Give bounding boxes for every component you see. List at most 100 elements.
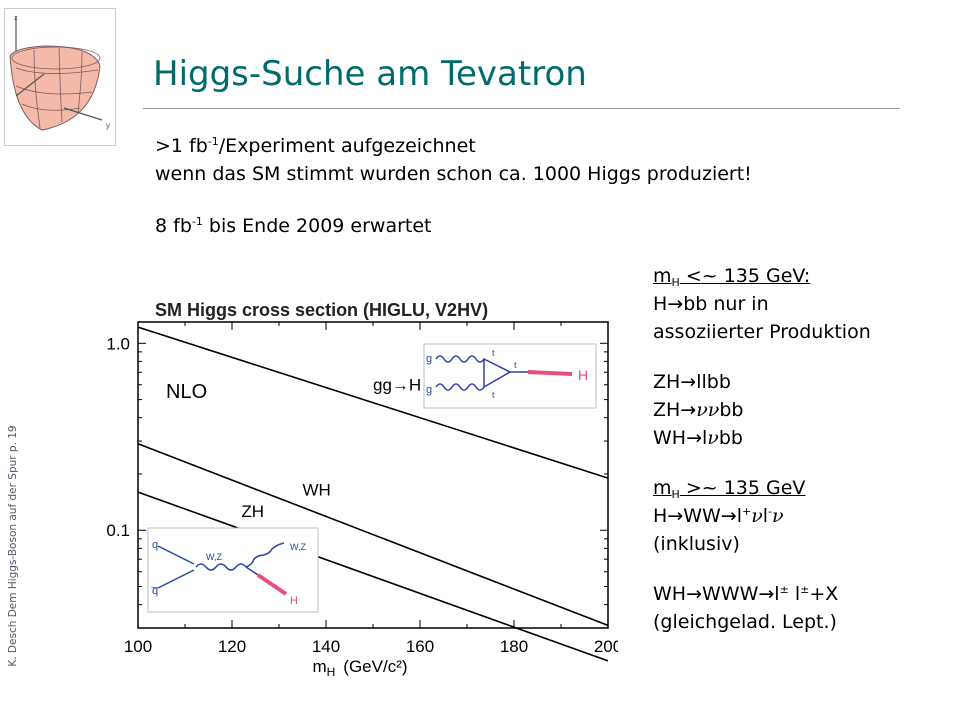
logo-rim [11, 46, 101, 70]
tick-layer: 100 120 140 160 180 200 1.0 0.1 [106, 322, 618, 656]
wh1-b: bb [718, 427, 743, 449]
inclusive-note: (inklusiv) [653, 533, 740, 555]
inset-gg-label-t1: t [492, 348, 495, 358]
series-wh [137, 443, 609, 627]
x-axis-label: mH (GeV/c²) [312, 657, 407, 679]
wh1-nu: ν [707, 427, 719, 449]
low-mass-line-1: H→bb nur in [653, 293, 769, 315]
intro-line-1-sup: -1 [207, 135, 219, 148]
slide-title: Higgs-Suche am Tevatron [153, 54, 587, 94]
channel-h-ww: H→WW→l+νl-ν [653, 502, 871, 530]
intro-line-2: wenn das SM stimmt wurden schon ca. 1000… [155, 163, 752, 185]
inset-gg-gluon-1 [435, 355, 485, 363]
logo-x-axis [15, 73, 45, 97]
inset-gg-higgs [527, 370, 573, 376]
inset-vh-q1 [157, 545, 195, 565]
inset-vh-label-h: H [290, 595, 298, 607]
logo-y-axis [63, 107, 103, 121]
logo-z-label: z [14, 15, 18, 22]
inset-vh-q2 [157, 569, 195, 589]
channel-zh-llbb: ZH→llbb [653, 371, 731, 393]
ww-nu-2: ν [772, 505, 784, 527]
intro-line-3: 8 fb-1 bis Ende 2009 erwartet [155, 212, 752, 240]
inset-vh-label-q: q [152, 539, 158, 551]
inset-gg-top-loop [483, 357, 512, 389]
intro-line-3-a: 8 fb [155, 215, 192, 237]
high-mass-sub: H [671, 488, 680, 501]
x-tick-label: 140 [312, 637, 340, 656]
title-divider [143, 108, 900, 109]
inset-diagram-vh: q q̅ W,Z W,Z H [147, 527, 319, 613]
inset-vh-outgoing-v [245, 542, 285, 568]
channel-list: mH <~ 135 GeV: H→bb nur in assoziierter … [653, 262, 871, 636]
zh2-nu: νν [696, 399, 720, 421]
channel-wh-lnubb: WH→lνbb [653, 424, 871, 452]
low-mass-line-2: assoziierter Produktion [653, 321, 871, 343]
inset-vh-higgs-line [245, 566, 259, 576]
series-label-gg-h: gg→H [373, 376, 421, 395]
ww-a: H→WW→l [653, 505, 742, 527]
side-footer-text: K. Desch Dem Higgs-Boson auf der Spur p.… [7, 425, 19, 667]
low-mass-m: m [653, 265, 672, 287]
nlo-annotation: NLO [166, 381, 207, 403]
zh2-b: bb [719, 399, 744, 421]
x-tick-label: 200 [594, 637, 618, 656]
inset-vh-label-wz2: W,Z [290, 542, 306, 552]
high-mass-heading: mH >~ 135 GeV [653, 474, 871, 502]
series-label-wh: WH [303, 480, 331, 499]
same-sign-note: (gleichgelad. Lept.) [653, 611, 837, 633]
inset-vh-label-qbar: q̅ [151, 585, 159, 597]
inset-vh-propagator [195, 563, 247, 571]
inset-gg-label-t3: t [492, 390, 495, 400]
intro-line-1-a: >1 fb [155, 135, 208, 157]
high-mass-m: m [653, 477, 672, 499]
www-sup-1: ± [779, 583, 789, 596]
www-b: l [788, 583, 801, 605]
series-label-zh: ZH [241, 502, 264, 521]
chart-title: SM Higgs cross section (HIGLU, V2HV) [155, 300, 488, 320]
side-footer: K. Desch Dem Higgs-Boson auf der Spur p.… [6, 390, 20, 708]
intro-line-1-b: /Experiment aufgezeichnet [218, 135, 476, 157]
inset-gg-label-g2: g [426, 384, 432, 396]
x-tick-label: 180 [500, 637, 528, 656]
series-zh [137, 491, 609, 662]
intro-line-1: >1 fb-1/Experiment aufgezeichnet [155, 132, 752, 160]
zh2-a: ZH→ [653, 399, 697, 421]
low-mass-text: <~ 135 GeV: [679, 265, 811, 287]
inset-gg-label-h: H [578, 367, 588, 383]
inset-diagram-gg-h: g g t t t H [423, 343, 597, 409]
ww-sup-1: + [741, 505, 752, 518]
inset-gg-label-t2: t [514, 360, 517, 370]
series-layer: gg→H WH ZH [137, 326, 609, 662]
low-mass-sub: H [671, 276, 680, 289]
ww-sup-2: - [768, 505, 773, 518]
intro-text: >1 fb-1/Experiment aufgezeichnet wenn da… [155, 132, 752, 240]
logo-mesh [15, 47, 99, 129]
intro-line-3-sup: -1 [191, 215, 203, 228]
channel-wh-www: WH→WWW→l± l±+X [653, 580, 871, 608]
inset-gg-label-g1: g [426, 353, 432, 365]
www-c: +X [809, 583, 839, 605]
intro-line-3-b: bis Ende 2009 erwartet [202, 215, 432, 237]
logo-y-label: y [106, 121, 110, 130]
x-tick-label: 100 [124, 637, 152, 656]
logo-3d-plot: z y [4, 8, 116, 146]
cross-section-chart: SM Higgs cross section (HIGLU, V2HV) 100… [106, 300, 618, 679]
www-a: WH→WWW→l [653, 583, 780, 605]
ww-nu-1: ν [751, 505, 763, 527]
ww-b: l [762, 505, 769, 527]
x-tick-label: 120 [218, 637, 246, 656]
y-tick-label: 1.0 [106, 334, 130, 353]
inset-gg-gluon-2 [435, 383, 485, 391]
channel-zh-nunubb: ZH→ννbb [653, 396, 871, 424]
inset-vh-label-wz1: W,Z [206, 552, 222, 562]
inset-gg-frame [423, 343, 597, 409]
inset-vh-higgs [256, 573, 288, 596]
low-mass-heading: mH <~ 135 GeV: [653, 262, 871, 290]
x-axis-label-sub: H [327, 665, 336, 679]
y-tick-label: 0.1 [106, 521, 130, 540]
x-axis-label-main: m [312, 657, 326, 676]
high-mass-text: >~ 135 GeV [679, 477, 806, 499]
x-tick-label: 160 [406, 637, 434, 656]
wh1-a: WH→l [653, 427, 708, 449]
